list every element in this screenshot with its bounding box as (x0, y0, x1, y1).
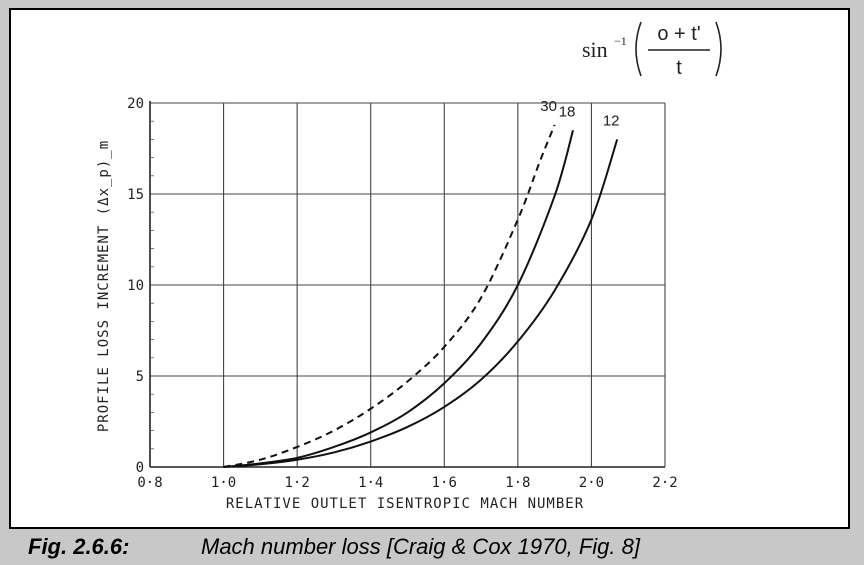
formula-left-paren (635, 21, 642, 77)
caption-text: Mach number loss [Craig & Cox 1970, Fig.… (201, 534, 640, 559)
x-tick-label: 2·2 (652, 475, 677, 491)
x-axis-label: RELATIVE OUTLET ISENTROPIC MACH NUMBER (226, 496, 584, 512)
chart: 0·8 1·0 1·2 1·4 1·6 1·8 2·0 2·2 0 5 10 15 20 30 18 12 s… (96, 21, 722, 512)
x-tick-label: 1·6 (432, 475, 457, 491)
series-line-12 (223, 139, 619, 468)
y-tick-label: 0 (136, 460, 144, 476)
x-tick-label: 1·4 (358, 475, 383, 491)
figure-caption: Fig. 2.6.6: Mach number loss [Craig & Co… (28, 534, 848, 562)
grid (150, 102, 666, 467)
labels: 0·8 1·0 1·2 1·4 1·6 1·8 2·0 2·2 0 5 10 15 20 30 18 12 (127, 96, 678, 491)
y-axis-label: PROFILE LOSS INCREMENT (Δx_p)_m (96, 140, 112, 432)
y-tick-label: 5 (136, 369, 144, 385)
x-tick-label: 1·8 (505, 475, 530, 491)
formula-exponent: −1 (614, 34, 627, 48)
y-tick-label: 20 (127, 96, 144, 112)
series-line-30 (223, 124, 556, 468)
formula-denominator: t (676, 57, 682, 79)
x-tick-label: 1·2 (284, 475, 309, 491)
x-tick-label: 2·0 (579, 475, 604, 491)
y-tick-label: 15 (127, 187, 144, 203)
caption-figure-number: Fig. 2.6.6: (28, 534, 130, 559)
formula-right-paren (715, 21, 722, 77)
x-tick-label: 0·8 (137, 475, 162, 491)
series-line-18 (223, 130, 574, 468)
series-label-12: 12 (603, 112, 620, 129)
formula: sin −1 o + t' t (582, 21, 722, 79)
series-label-30: 30 (540, 98, 557, 115)
x-tick-label: 1·0 (211, 475, 236, 491)
formula-func: sin (582, 37, 608, 62)
formula-numerator: o + t' (657, 23, 700, 45)
series-label-18: 18 (559, 103, 576, 120)
series-layer (223, 124, 619, 468)
y-tick-label: 10 (127, 278, 144, 294)
figure-frame (9, 8, 850, 529)
